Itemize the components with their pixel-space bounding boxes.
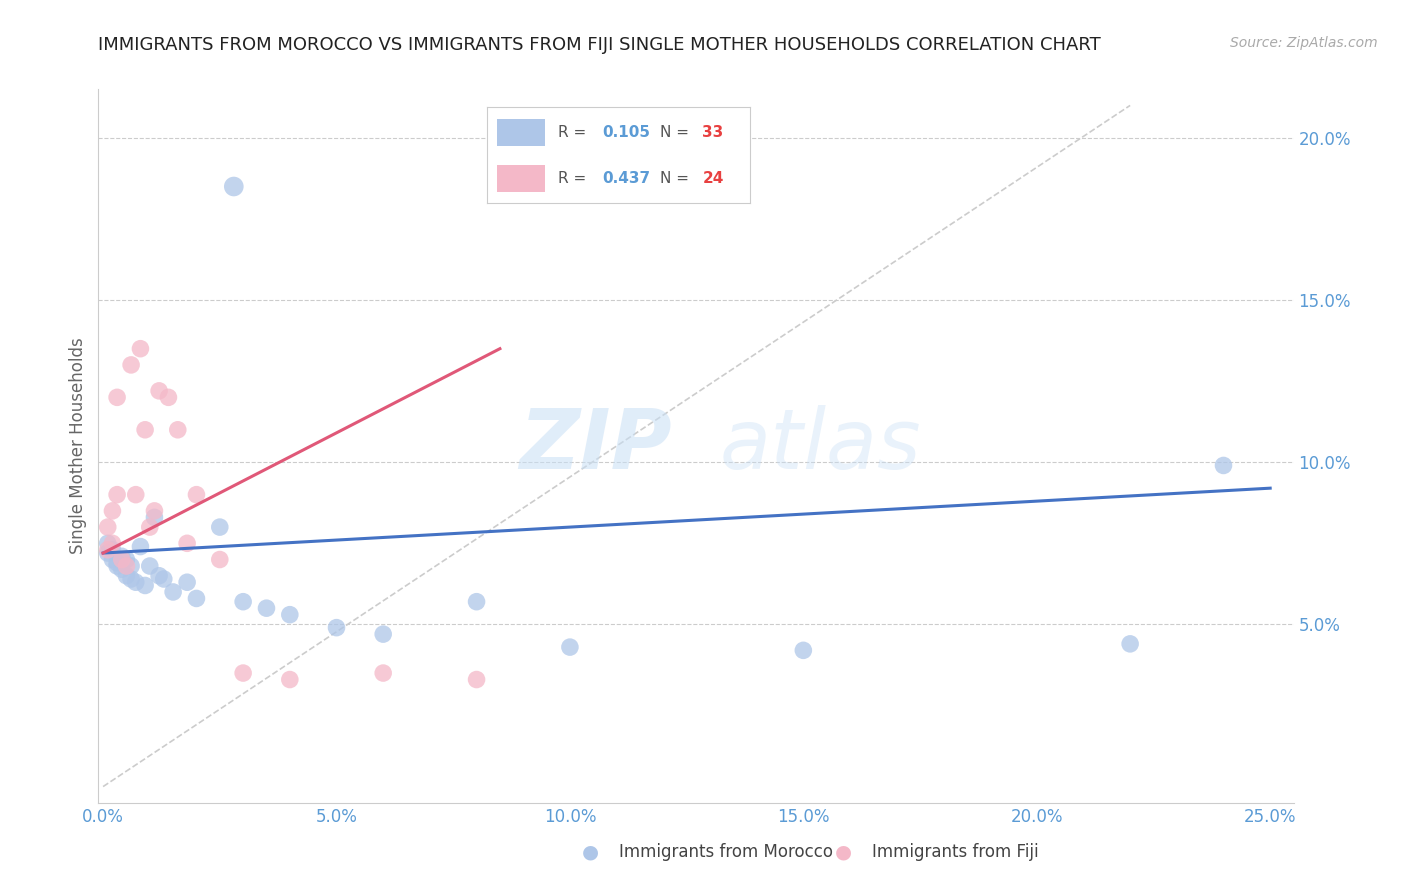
Text: ●: ● — [835, 842, 852, 862]
Point — [129, 342, 152, 356]
Point — [325, 621, 347, 635]
Point — [373, 666, 395, 681]
Point — [208, 552, 231, 566]
Point — [97, 546, 120, 560]
Point — [111, 549, 134, 564]
Point — [129, 540, 152, 554]
Point — [101, 504, 124, 518]
Point — [134, 578, 156, 592]
Point — [186, 591, 208, 606]
Point — [101, 552, 124, 566]
Point — [143, 510, 166, 524]
Point — [115, 568, 138, 582]
Point — [97, 536, 120, 550]
Point — [105, 556, 128, 570]
Point — [97, 520, 120, 534]
Point — [157, 390, 180, 404]
Point — [115, 552, 138, 566]
Text: ZIP: ZIP — [519, 406, 672, 486]
Text: Immigrants from Morocco: Immigrants from Morocco — [619, 843, 832, 861]
Point — [105, 488, 128, 502]
Point — [152, 572, 174, 586]
Point — [111, 562, 134, 576]
Point — [232, 595, 254, 609]
Point — [139, 520, 162, 534]
Point — [148, 384, 170, 398]
Point — [232, 666, 254, 681]
Point — [120, 358, 142, 372]
Point — [278, 607, 301, 622]
Point — [148, 568, 170, 582]
Point — [465, 595, 488, 609]
Point — [222, 179, 245, 194]
Point — [186, 488, 208, 502]
Point — [111, 552, 134, 566]
Point — [373, 627, 395, 641]
Point — [278, 673, 301, 687]
Point — [465, 673, 488, 687]
Point — [115, 559, 138, 574]
Point — [1119, 637, 1142, 651]
Point — [558, 640, 581, 654]
Text: ●: ● — [582, 842, 599, 862]
Point — [143, 504, 166, 518]
Point — [166, 423, 188, 437]
Point — [256, 601, 278, 615]
Point — [105, 559, 128, 574]
Point — [139, 559, 162, 574]
Point — [792, 643, 814, 657]
Point — [176, 536, 198, 550]
Y-axis label: Single Mother Households: Single Mother Households — [69, 338, 87, 554]
Point — [1212, 458, 1234, 473]
Point — [162, 585, 184, 599]
Text: atlas: atlas — [720, 406, 921, 486]
Point — [125, 575, 148, 590]
Point — [105, 390, 128, 404]
Point — [134, 423, 156, 437]
Point — [101, 542, 124, 557]
Point — [97, 542, 120, 557]
Point — [125, 488, 148, 502]
Point — [120, 559, 142, 574]
Point — [101, 536, 124, 550]
Text: Immigrants from Fiji: Immigrants from Fiji — [872, 843, 1039, 861]
Text: Source: ZipAtlas.com: Source: ZipAtlas.com — [1230, 36, 1378, 50]
Point — [208, 520, 231, 534]
Point — [176, 575, 198, 590]
Text: IMMIGRANTS FROM MOROCCO VS IMMIGRANTS FROM FIJI SINGLE MOTHER HOUSEHOLDS CORRELA: IMMIGRANTS FROM MOROCCO VS IMMIGRANTS FR… — [98, 36, 1101, 54]
Point — [120, 572, 142, 586]
